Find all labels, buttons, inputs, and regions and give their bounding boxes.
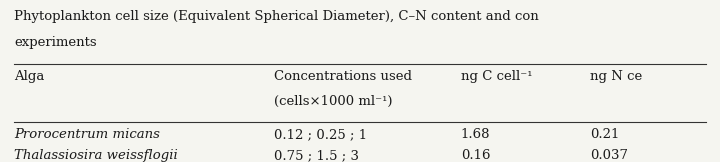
Text: Concentrations used: Concentrations used [274,70,412,83]
Text: 0.16: 0.16 [461,149,490,162]
Text: 0.037: 0.037 [590,149,629,162]
Text: ng C cell⁻¹: ng C cell⁻¹ [461,70,532,83]
Text: Prorocentrum micans: Prorocentrum micans [14,128,161,141]
Text: 0.75 ; 1.5 ; 3: 0.75 ; 1.5 ; 3 [274,149,359,162]
Text: experiments: experiments [14,36,97,49]
Text: (cells×1000 ml⁻¹): (cells×1000 ml⁻¹) [274,95,392,108]
Text: 0.12 ; 0.25 ; 1: 0.12 ; 0.25 ; 1 [274,128,366,141]
Text: Phytoplankton cell size (Equivalent Spherical Diameter), C–N content and con: Phytoplankton cell size (Equivalent Sphe… [14,10,539,23]
Text: 0.21: 0.21 [590,128,620,141]
Text: Thalassiosira weissflogii: Thalassiosira weissflogii [14,149,178,162]
Text: 1.68: 1.68 [461,128,490,141]
Text: Alga: Alga [14,70,45,83]
Text: ng N ce: ng N ce [590,70,643,83]
